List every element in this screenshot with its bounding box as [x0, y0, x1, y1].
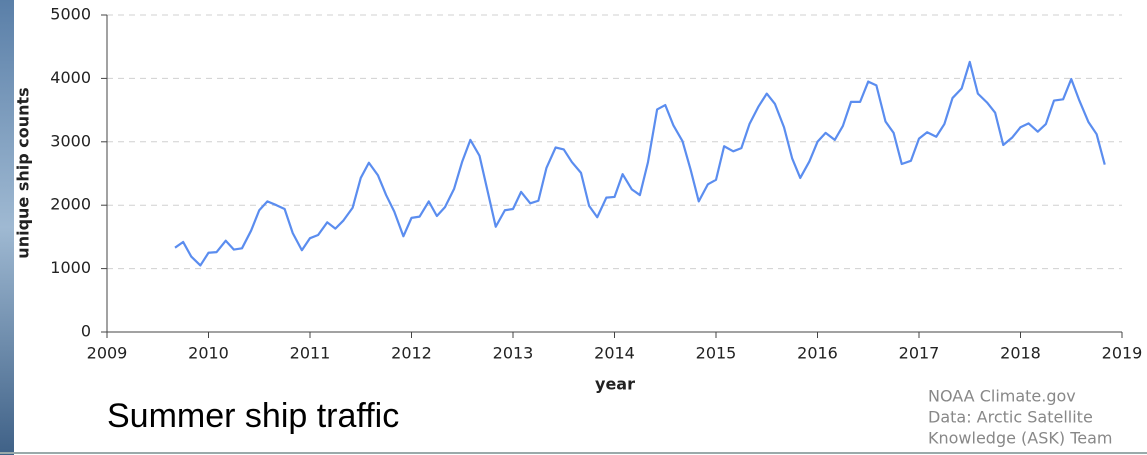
x-tick-label: 2010 [188, 344, 229, 363]
data-line [174, 60, 1106, 267]
y-tick-label: 2000 [50, 195, 91, 214]
y-tick-label: 0 [81, 322, 91, 341]
y-tick-label: 3000 [50, 131, 91, 150]
x-tick-label: 2012 [391, 344, 432, 363]
x-tick-label: 2014 [594, 344, 635, 363]
y-axis-label: unique ship counts [14, 87, 33, 258]
x-tick-label: 2018 [1000, 344, 1041, 363]
y-tick-label: 4000 [50, 68, 91, 87]
x-tick-label: 2009 [87, 344, 128, 363]
credit: Knowledge (ASK) Team [928, 429, 1113, 448]
x-tick-label: 2017 [899, 344, 940, 363]
x-tick-label: 2016 [797, 344, 838, 363]
x-tick-label: 2013 [493, 344, 534, 363]
credit: NOAA Climate.gov [928, 387, 1076, 406]
photo-edge [0, 0, 14, 455]
y-tick-label: 5000 [50, 5, 91, 24]
x-tick-label: 2015 [696, 344, 737, 363]
x-axis-label: year [595, 375, 635, 394]
x-tick-label: 2011 [290, 344, 331, 363]
caption: Summer ship traffic [107, 397, 399, 435]
x-tick-label: 2019 [1102, 344, 1143, 363]
credit: Data: Arctic Satellite [928, 408, 1093, 427]
y-tick-label: 1000 [50, 258, 91, 277]
